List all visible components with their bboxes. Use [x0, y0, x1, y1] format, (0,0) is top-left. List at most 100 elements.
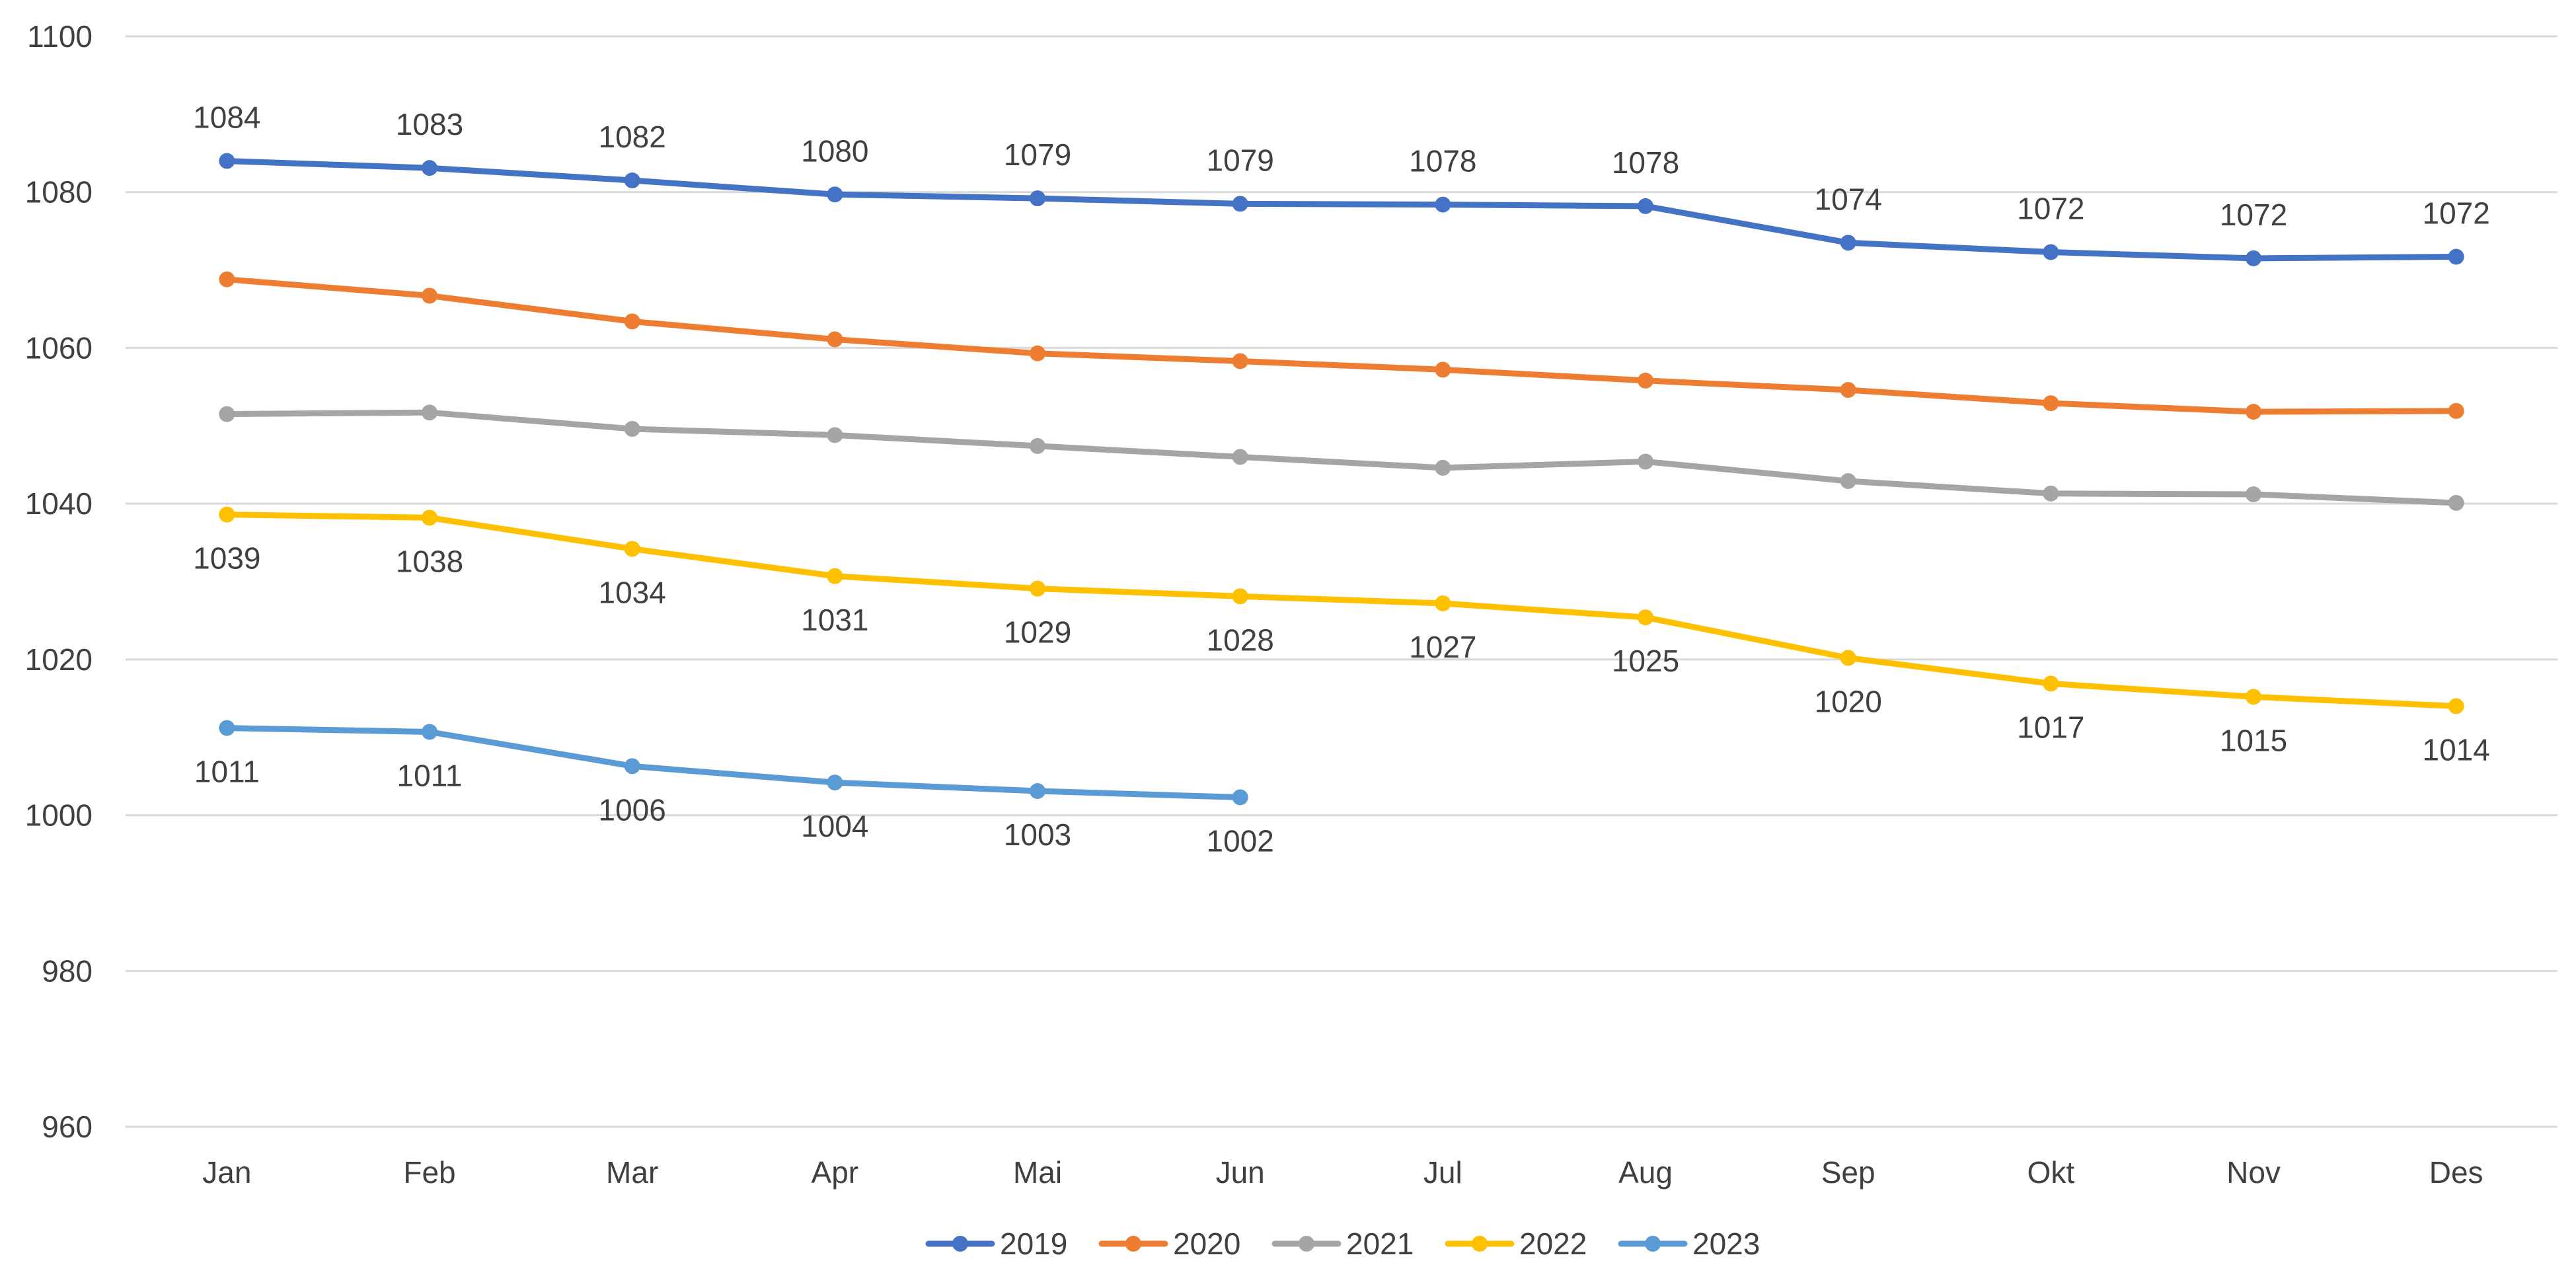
legend-item-2020: 2020	[1098, 1227, 1240, 1261]
data-label-2019: 1083	[396, 107, 463, 141]
data-point-2020	[1030, 345, 1045, 361]
data-point-2021	[827, 427, 843, 443]
data-point-2019	[1232, 196, 1248, 212]
legend-swatch-marker	[1645, 1236, 1661, 1252]
x-tick-label: Jul	[1423, 1155, 1462, 1190]
data-point-2023	[1030, 783, 1045, 800]
data-label-2022: 1029	[1004, 615, 1071, 650]
data-label-2019: 1079	[1206, 143, 1273, 177]
legend-item-2021: 2021	[1271, 1227, 1414, 1261]
data-label-2022: 1027	[1409, 630, 1476, 664]
x-tick-label: Mar	[606, 1155, 658, 1190]
data-point-2023	[1232, 789, 1248, 806]
data-point-2022	[1840, 650, 1856, 666]
data-point-2021	[2246, 486, 2261, 502]
data-point-2019	[219, 153, 235, 169]
data-label-2022: 1038	[396, 544, 463, 578]
x-tick-label: Aug	[1618, 1155, 1673, 1190]
data-point-2023	[219, 720, 235, 736]
data-label-2022: 1014	[2422, 733, 2489, 767]
data-point-2019	[827, 186, 843, 203]
x-tick-label: Jan	[202, 1155, 251, 1190]
data-label-2022: 1017	[2017, 710, 2084, 744]
data-point-2021	[1840, 473, 1856, 489]
x-tick-label: Jun	[1216, 1155, 1265, 1190]
data-label-2019: 1072	[2017, 191, 2084, 225]
y-tick-label: 1080	[25, 175, 93, 209]
x-tick-label: Nov	[2226, 1155, 2281, 1190]
data-point-2021	[624, 421, 640, 437]
x-tick-label: Sep	[1821, 1155, 1875, 1190]
legend-label: 2021	[1346, 1227, 1414, 1261]
data-point-2022	[1638, 609, 1653, 626]
data-point-2021	[1638, 453, 1653, 470]
y-tick-label: 1000	[25, 798, 93, 833]
data-point-2022	[1232, 588, 1248, 605]
data-label-2019: 1072	[2422, 196, 2489, 231]
legend-swatch-marker	[952, 1236, 968, 1252]
legend-label: 2022	[1519, 1227, 1587, 1261]
data-point-2020	[1435, 361, 1451, 378]
data-point-2020	[2246, 404, 2261, 420]
y-tick-label: 960	[42, 1110, 93, 1144]
legend-label: 2019	[1000, 1227, 1067, 1261]
data-point-2019	[1030, 190, 1045, 207]
legend-item-2023: 2023	[1618, 1227, 1760, 1261]
data-point-2022	[219, 506, 235, 523]
legend-item-2019: 2019	[925, 1227, 1067, 1261]
data-point-2023	[624, 758, 640, 775]
data-label-2022: 1015	[2220, 723, 2287, 757]
data-label-2022: 1025	[1612, 644, 1679, 678]
data-point-2019	[422, 160, 437, 176]
legend: 2019 2020 2021 2022 2023	[925, 1227, 1760, 1261]
data-label-2019: 1072	[2220, 198, 2287, 232]
series-line-2023	[223, 725, 1244, 800]
data-label-2019: 1082	[598, 120, 665, 154]
data-point-2020	[624, 313, 640, 330]
data-point-2020	[422, 287, 437, 304]
data-point-2022	[2448, 698, 2464, 714]
data-point-2022	[1435, 595, 1451, 611]
data-point-2022	[1030, 580, 1045, 597]
series-line-2021	[223, 409, 2460, 506]
data-point-2021	[2448, 494, 2464, 511]
series-line-2019	[223, 158, 2460, 262]
data-label-2022: 1039	[193, 541, 260, 576]
data-point-2021	[422, 404, 437, 421]
data-label-2019: 1084	[193, 100, 260, 135]
data-label-2023: 1004	[801, 809, 868, 843]
data-point-2020	[219, 271, 235, 287]
data-label-2023: 1011	[397, 758, 463, 792]
legend-swatch-marker	[1125, 1236, 1141, 1252]
data-point-2020	[827, 331, 843, 348]
x-tick-label: Feb	[403, 1155, 455, 1190]
data-label-2022: 1028	[1206, 623, 1273, 657]
data-point-2021	[1030, 437, 1045, 454]
data-point-2021	[1435, 459, 1451, 476]
data-point-2020	[2448, 402, 2464, 419]
data-point-2021	[219, 406, 235, 422]
x-axis-tick-labels: Jan Feb Mar Apr Mai Jun Jul Aug Sep Okt Nov Des	[202, 1155, 2483, 1190]
data-point-2023	[827, 775, 843, 791]
data-point-2022	[827, 568, 843, 584]
y-tick-label: 1060	[25, 330, 93, 365]
data-point-2019	[2448, 248, 2464, 265]
data-point-2020	[1638, 372, 1653, 389]
legend-swatch-marker	[1299, 1236, 1314, 1252]
y-axis-tick-labels: 960 980 1000 1020 1040 1060 1080 1100	[25, 19, 93, 1144]
data-point-2021	[1232, 449, 1248, 465]
data-label-2022: 1020	[1814, 685, 1881, 719]
data-point-2019	[624, 172, 640, 189]
series-lines	[219, 153, 2464, 806]
x-tick-label: Des	[2429, 1155, 2483, 1190]
data-point-2022	[624, 541, 640, 557]
data-point-2020	[2043, 395, 2059, 412]
data-point-2019	[2246, 250, 2261, 266]
y-tick-label: 1020	[25, 642, 93, 677]
data-label-2019: 1080	[801, 133, 868, 168]
data-label-2023: 1003	[1004, 817, 1071, 852]
data-point-2020	[1232, 353, 1248, 369]
data-label-2023: 1006	[598, 792, 665, 827]
data-point-2022	[2246, 689, 2261, 705]
